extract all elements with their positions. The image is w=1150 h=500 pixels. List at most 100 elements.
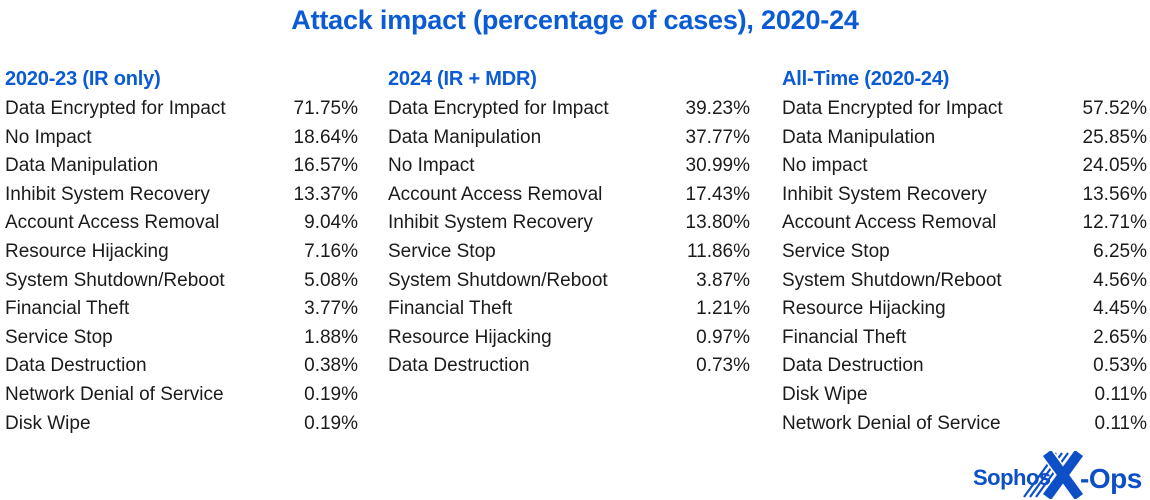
impact-label: Data Encrypted for Impact [5,98,226,119]
impact-value: 4.45% [1093,298,1147,320]
table-row: Data Destruction 0.73% [388,352,750,381]
table-row: Network Denial of Service 0.19% [5,381,358,410]
table-row: Resource Hijacking 4.45% [782,295,1147,324]
impact-value: 0.97% [696,326,750,348]
impact-label: System Shutdown/Reboot [5,269,225,291]
impact-value: 30.99% [685,155,750,177]
table-header: All-Time (2020-24) [782,68,950,90]
impact-value: 9.04% [304,212,358,234]
table-row: Financial Theft 1.21% [388,295,750,324]
impact-value: 18.64% [293,126,358,148]
impact-label: Service Stop [782,240,890,262]
x-glyph-icon [1023,451,1085,499]
impact-label: Account Access Removal [782,212,997,234]
impact-value: 13.37% [293,183,358,205]
impact-value: 0.53% [1093,355,1147,377]
impact-label: Data Destruction [5,355,147,377]
table-rows: Data Encrypted for Impact 57.52% Data Mani… [782,95,1147,438]
table-row: No impact 24.05% [782,152,1147,181]
impact-value: 1.88% [304,326,358,348]
impact-label: System Shutdown/Reboot [388,269,608,291]
impact-label: No Impact [5,126,92,148]
impact-label: Data Encrypted for Impact [782,98,1003,119]
table-row: Financial Theft 3.77% [5,295,358,324]
impact-value: 0.11% [1094,412,1147,434]
sophos-x-ops-logo: Sophos -Ops [973,451,1143,499]
impact-label: Inhibit System Recovery [388,212,593,234]
impact-label: No Impact [388,155,475,177]
impact-value: 0.11% [1094,383,1147,405]
impact-value: 11.86% [686,240,750,262]
page-title: Attack impact (percentage of cases), 202… [291,5,859,35]
impact-label: Data Manipulation [782,126,936,148]
table-row: Data Encrypted for Impact 39.23% [388,95,750,124]
table-row: Service Stop 1.88% [5,324,358,353]
table-row: System Shutdown/Reboot 3.87% [388,267,750,296]
table-rows: Data Encrypted for Impact 39.23% Data Mani… [388,95,750,381]
table-row: Data Encrypted for Impact 71.75% [5,95,358,124]
table-row: Inhibit System Recovery 13.80% [388,209,750,238]
impact-label: System Shutdown/Reboot [782,269,1002,291]
table-row: Disk Wipe 0.19% [5,410,358,439]
impact-table-2020-23: 2020-23 (IR only) Data Encrypted for Imp… [5,64,358,438]
impact-label: Account Access Removal [5,212,220,234]
impact-value: 0.19% [304,412,358,434]
impact-value: 3.87% [696,269,750,291]
impact-table-2024: 2024 (IR + MDR) Data Encrypted for Impac… [388,64,750,438]
impact-label: Data Encrypted for Impact [388,98,609,119]
table-rows: Data Encrypted for Impact 71.75% No Impact… [5,95,358,438]
impact-value: 0.73% [696,355,750,377]
table-row: Account Access Removal 17.43% [388,181,750,210]
impact-label: Resource Hijacking [5,240,169,262]
table-header: 2020-23 (IR only) [5,68,161,90]
table-row: No Impact 18.64% [5,124,358,153]
impact-value: 17.43% [685,183,750,205]
impact-value: 13.56% [1082,183,1147,205]
impact-label: Data Manipulation [5,155,159,177]
table-row: Data Destruction 0.53% [782,352,1147,381]
table-row: Service Stop 11.86% [388,238,750,267]
table-row: Data Destruction 0.38% [5,352,358,381]
impact-label: Resource Hijacking [388,326,552,348]
impact-label: Account Access Removal [388,183,603,205]
impact-label: Service Stop [5,326,113,348]
impact-value: 16.57% [293,155,358,177]
table-row: Resource Hijacking 0.97% [388,324,750,353]
impact-value: 6.25% [1093,240,1147,262]
table-row: Resource Hijacking 7.16% [5,238,358,267]
impact-value: 0.19% [304,383,358,405]
table-row: Service Stop 6.25% [782,238,1147,267]
impact-value: 4.56% [1093,269,1147,291]
table-row: Financial Theft 2.65% [782,324,1147,353]
table-row: Inhibit System Recovery 13.56% [782,181,1147,210]
table-row: Data Manipulation 25.85% [782,124,1147,153]
impact-label: Financial Theft [388,298,513,320]
impact-label: Disk Wipe [782,383,868,405]
impact-label: Data Destruction [782,355,924,377]
table-row: Inhibit System Recovery 13.37% [5,181,358,210]
impact-value: 2.65% [1093,326,1147,348]
tables-container: 2020-23 (IR only) Data Encrypted for Imp… [0,64,1150,438]
table-row: Data Manipulation 37.77% [388,124,750,153]
impact-value: 24.05% [1082,155,1147,177]
table-row: System Shutdown/Reboot 5.08% [5,267,358,296]
table-row: No Impact 30.99% [388,152,750,181]
impact-value: 7.16% [304,240,358,262]
impact-label: Data Destruction [388,355,530,377]
impact-label: Financial Theft [5,298,130,320]
impact-label: Financial Theft [782,326,907,348]
impact-value: 3.77% [304,298,358,320]
impact-label: Service Stop [388,240,496,262]
impact-value: 39.23% [685,98,750,119]
table-header: 2024 (IR + MDR) [388,68,537,90]
impact-value: 1.21% [696,298,750,320]
table-row: Data Manipulation 16.57% [5,152,358,181]
impact-value: 71.75% [293,98,358,119]
impact-label: Disk Wipe [5,412,91,434]
impact-value: 13.80% [685,212,750,234]
impact-value: 12.71% [1082,212,1147,234]
impact-value: 5.08% [304,269,358,291]
impact-label: Network Denial of Service [782,412,1001,434]
impact-value: 57.52% [1082,98,1147,119]
table-row: Account Access Removal 9.04% [5,209,358,238]
